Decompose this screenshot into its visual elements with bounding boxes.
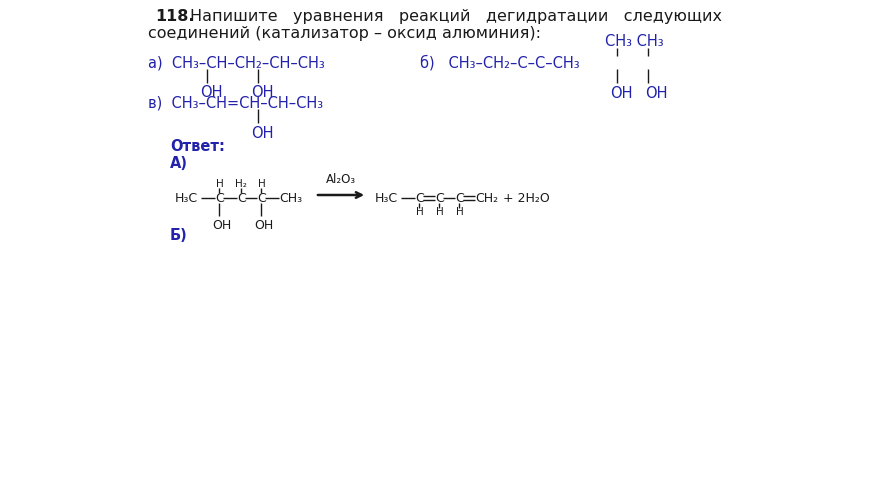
Text: H: H — [416, 207, 423, 217]
Text: в)  CH₃–CH=CH–CH–CH₃: в) CH₃–CH=CH–CH–CH₃ — [148, 96, 323, 110]
Text: OH: OH — [251, 85, 273, 99]
Text: H: H — [436, 207, 443, 217]
Text: OH: OH — [251, 126, 273, 141]
Text: H₂: H₂ — [235, 179, 247, 189]
Text: C: C — [455, 192, 464, 205]
Text: C: C — [257, 192, 265, 205]
Text: Напишите   уравнения   реакций   дегидратации   следующих: Напишите уравнения реакций дегидратации … — [190, 9, 722, 23]
Text: Б): Б) — [170, 228, 188, 242]
Text: C: C — [435, 192, 443, 205]
Text: C: C — [237, 192, 246, 205]
Text: H₃C: H₃C — [375, 192, 398, 205]
Text: H: H — [216, 179, 223, 189]
Text: + 2H₂O: + 2H₂O — [503, 192, 550, 205]
Text: OH: OH — [254, 218, 273, 231]
Text: OH: OH — [212, 218, 231, 231]
Text: б)   CH₃–CH₂–C–C–CH₃: б) CH₃–CH₂–C–C–CH₃ — [420, 55, 580, 71]
Text: Ответ:: Ответ: — [170, 139, 225, 153]
Text: H₃C: H₃C — [175, 192, 198, 205]
Text: Al₂O₃: Al₂O₃ — [326, 173, 356, 185]
Text: CH₃ CH₃: CH₃ CH₃ — [605, 33, 663, 48]
Text: A): A) — [170, 155, 188, 171]
Text: OH: OH — [645, 86, 668, 100]
Text: H: H — [456, 207, 464, 217]
Text: а)  CH₃–CH–CH₂–CH–CH₃: а) CH₃–CH–CH₂–CH–CH₃ — [148, 55, 325, 70]
Text: H: H — [258, 179, 265, 189]
Text: 118.: 118. — [155, 9, 195, 23]
Text: C: C — [215, 192, 223, 205]
Text: OH: OH — [610, 86, 633, 100]
Text: OH: OH — [200, 85, 223, 99]
Text: CH₂: CH₂ — [475, 192, 498, 205]
Text: соединений (катализатор – оксид алюминия):: соединений (катализатор – оксид алюминия… — [148, 25, 541, 41]
Text: CH₃: CH₃ — [279, 192, 302, 205]
Text: C: C — [415, 192, 423, 205]
